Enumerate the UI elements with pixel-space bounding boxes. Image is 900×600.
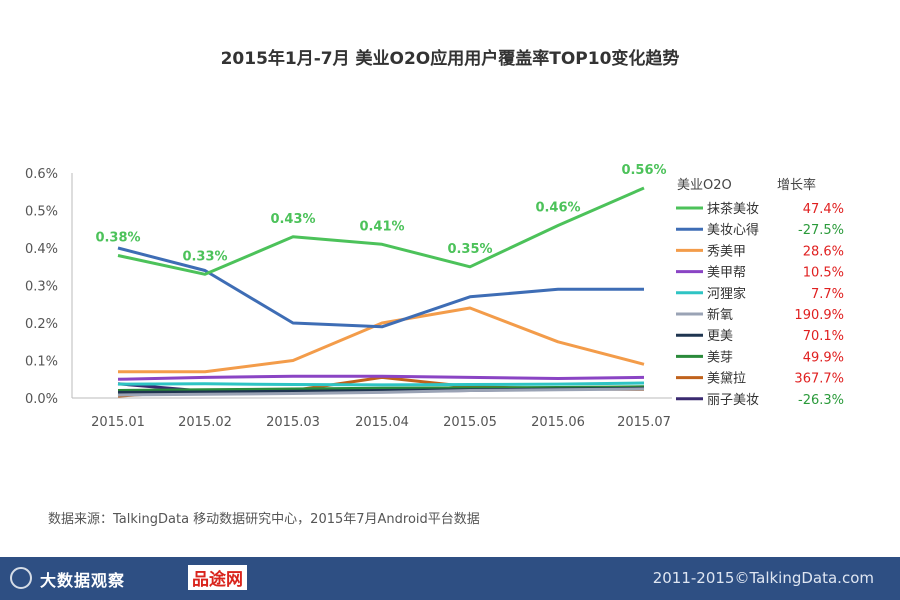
- x-tick-label: 2015.02: [178, 415, 232, 430]
- series-line: [118, 306, 645, 374]
- footer-partner-logo: 品途网: [188, 565, 247, 590]
- growth-rate: 367.7%: [794, 372, 844, 387]
- legend-item: 美甲帮: [707, 266, 746, 281]
- series-line: [117, 374, 645, 381]
- legend-item: 河狸家: [707, 286, 746, 302]
- y-tick-label: 0.4%: [25, 242, 58, 257]
- y-tick-label: 0.0%: [25, 392, 58, 407]
- legend-item: 新氧: [707, 307, 733, 323]
- data-label: 0.38%: [95, 231, 140, 246]
- x-tick-label: 2015.01: [91, 415, 145, 430]
- legend-header: 美业O2O: [677, 178, 732, 193]
- growth-header: 增长率: [777, 177, 816, 193]
- legend-item: 抹茶美妆: [707, 201, 759, 217]
- growth-rate: 70.1%: [803, 329, 844, 344]
- series-line: [117, 387, 645, 397]
- footer-logo-text: 大数据观察: [40, 571, 126, 590]
- legend-item: 美黛拉: [707, 372, 746, 387]
- series-line: [117, 381, 645, 387]
- growth-rate: 47.4%: [803, 202, 844, 217]
- y-tick-label: 0.3%: [25, 280, 58, 295]
- brand-logo-icon: [10, 567, 32, 589]
- x-tick-label: 2015.03: [266, 415, 320, 430]
- footer-copyright: 2011-2015©TalkingData.com: [652, 569, 874, 587]
- legend-item: 美妆心得: [707, 222, 759, 238]
- y-tick-label: 0.5%: [25, 205, 58, 220]
- data-label: 0.56%: [621, 163, 666, 178]
- series-line: [117, 246, 644, 329]
- growth-rate: -26.3%: [798, 393, 844, 408]
- growth-rate: 28.6%: [803, 244, 844, 259]
- data-label: 0.43%: [270, 212, 315, 227]
- data-source-note: 数据来源：TalkingData 移动数据研究中心，2015年7月Android…: [48, 512, 480, 527]
- growth-rate: 49.9%: [803, 350, 844, 365]
- footer-bar: 大数据观察 品途网 2011-2015©TalkingData.com: [0, 557, 900, 600]
- data-label: 0.46%: [535, 201, 580, 216]
- x-tick-label: 2015.05: [443, 415, 497, 430]
- data-label: 0.41%: [359, 219, 404, 234]
- chart-title: 2015年1月-7月 美业O2O应用用户覆盖率TOP10变化趋势: [220, 49, 680, 69]
- series-line: [117, 186, 645, 276]
- growth-rate: 190.9%: [794, 308, 844, 323]
- legend-item: 秀美甲: [707, 244, 746, 259]
- growth-rate: -27.5%: [798, 223, 844, 238]
- y-tick-label: 0.2%: [25, 317, 58, 332]
- data-label: 0.35%: [447, 242, 492, 257]
- y-tick-label: 0.1%: [25, 355, 58, 370]
- legend-item: 更美: [707, 329, 733, 344]
- x-tick-label: 2015.07: [617, 415, 671, 430]
- data-label: 0.33%: [182, 249, 227, 264]
- legend-item: 美芽: [707, 350, 733, 365]
- y-tick-label: 0.6%: [25, 167, 58, 182]
- growth-rate: 10.5%: [803, 266, 844, 281]
- growth-rate: 7.7%: [811, 287, 844, 302]
- legend-item: 丽子美妆: [707, 393, 759, 408]
- x-tick-label: 2015.06: [531, 415, 585, 430]
- x-tick-label: 2015.04: [355, 415, 409, 430]
